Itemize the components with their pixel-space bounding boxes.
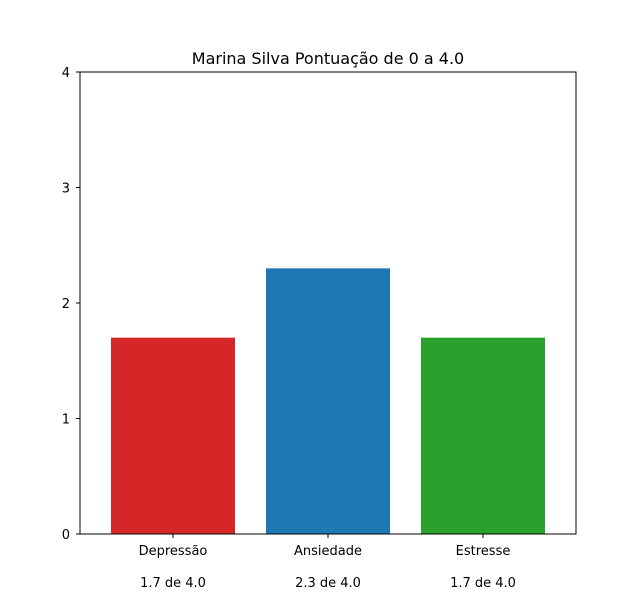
chart-title: Marina Silva Pontuação de 0 a 4.0	[192, 49, 464, 68]
bar-2	[421, 337, 545, 534]
bars-group	[111, 268, 545, 534]
bar-0	[111, 337, 235, 534]
plot-area-frame	[79, 71, 577, 535]
y-tick-label-0: 0	[62, 528, 70, 543]
value-label-1: 2.3 de 4.0	[295, 576, 361, 591]
value-label-0: 1.7 de 4.0	[140, 576, 206, 591]
x-tick-label-0: Depressão	[139, 544, 208, 559]
y-tick-label-3: 3	[62, 182, 70, 197]
y-tick-label-2: 2	[62, 297, 70, 312]
x-tick-label-2: Estresse	[456, 544, 511, 559]
x-tick-label-1: Ansiedade	[294, 544, 362, 559]
bar-1	[266, 268, 390, 534]
value-label-2: 1.7 de 4.0	[450, 576, 516, 591]
y-tick-label-1: 1	[62, 413, 70, 428]
axes-group: Depressão 1.7 de 4.0 Ansiedade 2.3 de 4.0 Es…	[62, 66, 516, 591]
y-tick-label-4: 4	[62, 66, 70, 81]
